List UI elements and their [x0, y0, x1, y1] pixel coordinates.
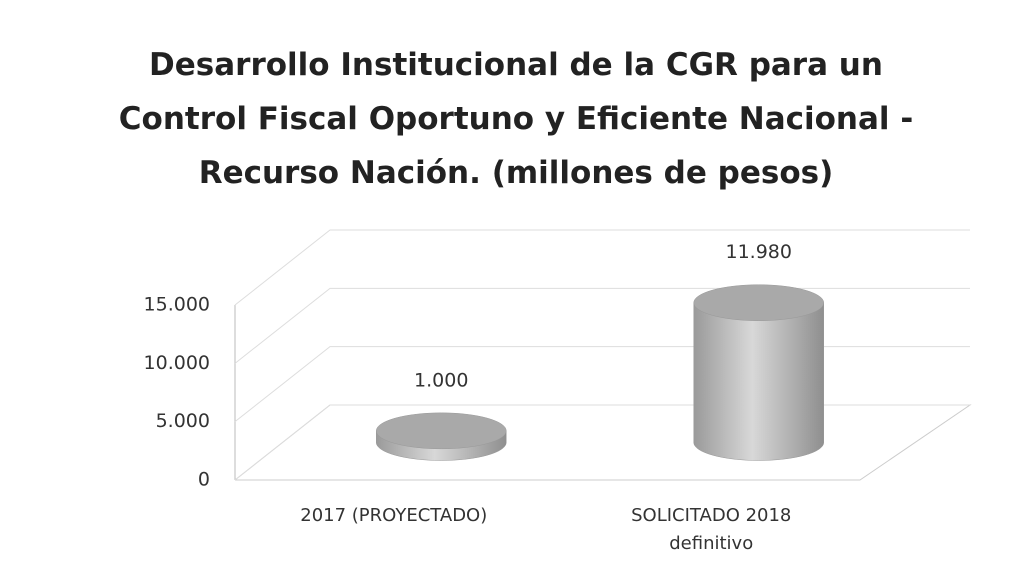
bar	[376, 412, 507, 461]
bar-part	[693, 302, 824, 461]
value-label: 1.000	[414, 369, 468, 391]
bar	[693, 284, 824, 461]
grid-line	[234, 229, 970, 306]
chart-title: Desarrollo Institucional de la CGR para …	[118, 47, 914, 191]
y-tick-label: 0	[198, 469, 210, 491]
grid-line	[234, 404, 970, 481]
bar-part	[693, 284, 824, 321]
y-tick-label: 15.000	[144, 294, 210, 316]
x-tick-label: 2017 (PROYECTADO)	[300, 505, 488, 526]
floor	[234, 404, 972, 481]
x-tick-label: SOLICITADO 2018 definitivo	[631, 505, 792, 554]
y-tick-label: 10.000	[144, 352, 210, 374]
value-label: 11.980	[726, 241, 792, 263]
bar-part	[376, 412, 507, 450]
grid-line	[234, 287, 970, 364]
y-tick-label: 5.000	[156, 410, 210, 432]
grid-line	[234, 346, 970, 423]
